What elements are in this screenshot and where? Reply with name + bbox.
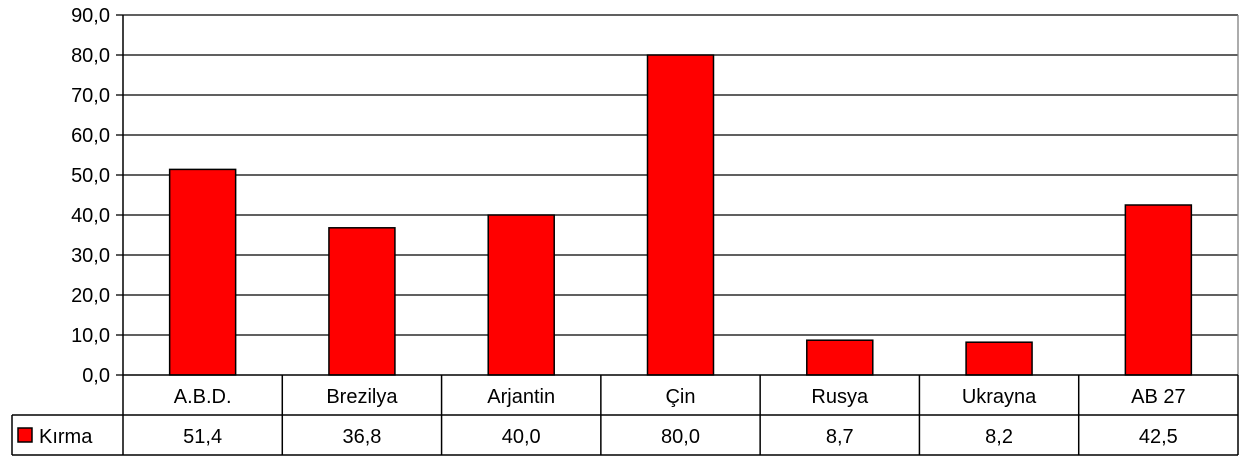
y-tick-label: 70,0 — [71, 85, 110, 107]
bar — [487, 214, 555, 376]
bar — [646, 54, 715, 376]
bar — [328, 227, 396, 376]
y-tick-label: 90,0 — [71, 5, 110, 27]
category-label: Arjantin — [487, 386, 555, 408]
y-tick-label: 50,0 — [71, 165, 110, 187]
legend-label: Kırma — [39, 426, 93, 448]
data-label: 8,2 — [985, 426, 1013, 448]
data-table: A.B.D. 51,4 Brezilya 36,8 Arjantin 40,0 Çin 80,… — [11, 374, 1239, 456]
data-label: 42,5 — [1139, 426, 1178, 448]
data-label: 40,0 — [502, 426, 541, 448]
category-label: Brezilya — [326, 386, 398, 408]
y-tick-label: 30,0 — [71, 245, 110, 267]
bar — [1124, 204, 1193, 376]
category-label: Çin — [665, 386, 695, 408]
category-label: Rusya — [811, 386, 869, 408]
category-label: Ukrayna — [962, 386, 1037, 408]
data-label: 36,8 — [342, 426, 381, 448]
bar — [806, 339, 874, 376]
data-label: 51,4 — [183, 426, 222, 448]
y-tick-label: 10,0 — [71, 325, 110, 347]
data-label: 80,0 — [661, 426, 700, 448]
y-tick-label: 60,0 — [71, 125, 110, 147]
y-axis-ticks: 0,0 10,0 20,0 30,0 40,0 50,0 60,0 70,0 80,0 90,0 — [71, 5, 123, 387]
category-label: AB 27 — [1131, 386, 1185, 408]
bar — [168, 168, 237, 376]
data-label: 8,7 — [826, 426, 854, 448]
y-tick-label: 20,0 — [71, 285, 110, 307]
y-tick-label: 40,0 — [71, 205, 110, 227]
category-label: A.B.D. — [174, 386, 232, 408]
bar — [965, 341, 1033, 376]
y-tick-label: 80,0 — [71, 45, 110, 67]
bars — [168, 54, 1193, 376]
legend-swatch — [17, 427, 33, 443]
y-tick-label: 0,0 — [82, 365, 110, 387]
